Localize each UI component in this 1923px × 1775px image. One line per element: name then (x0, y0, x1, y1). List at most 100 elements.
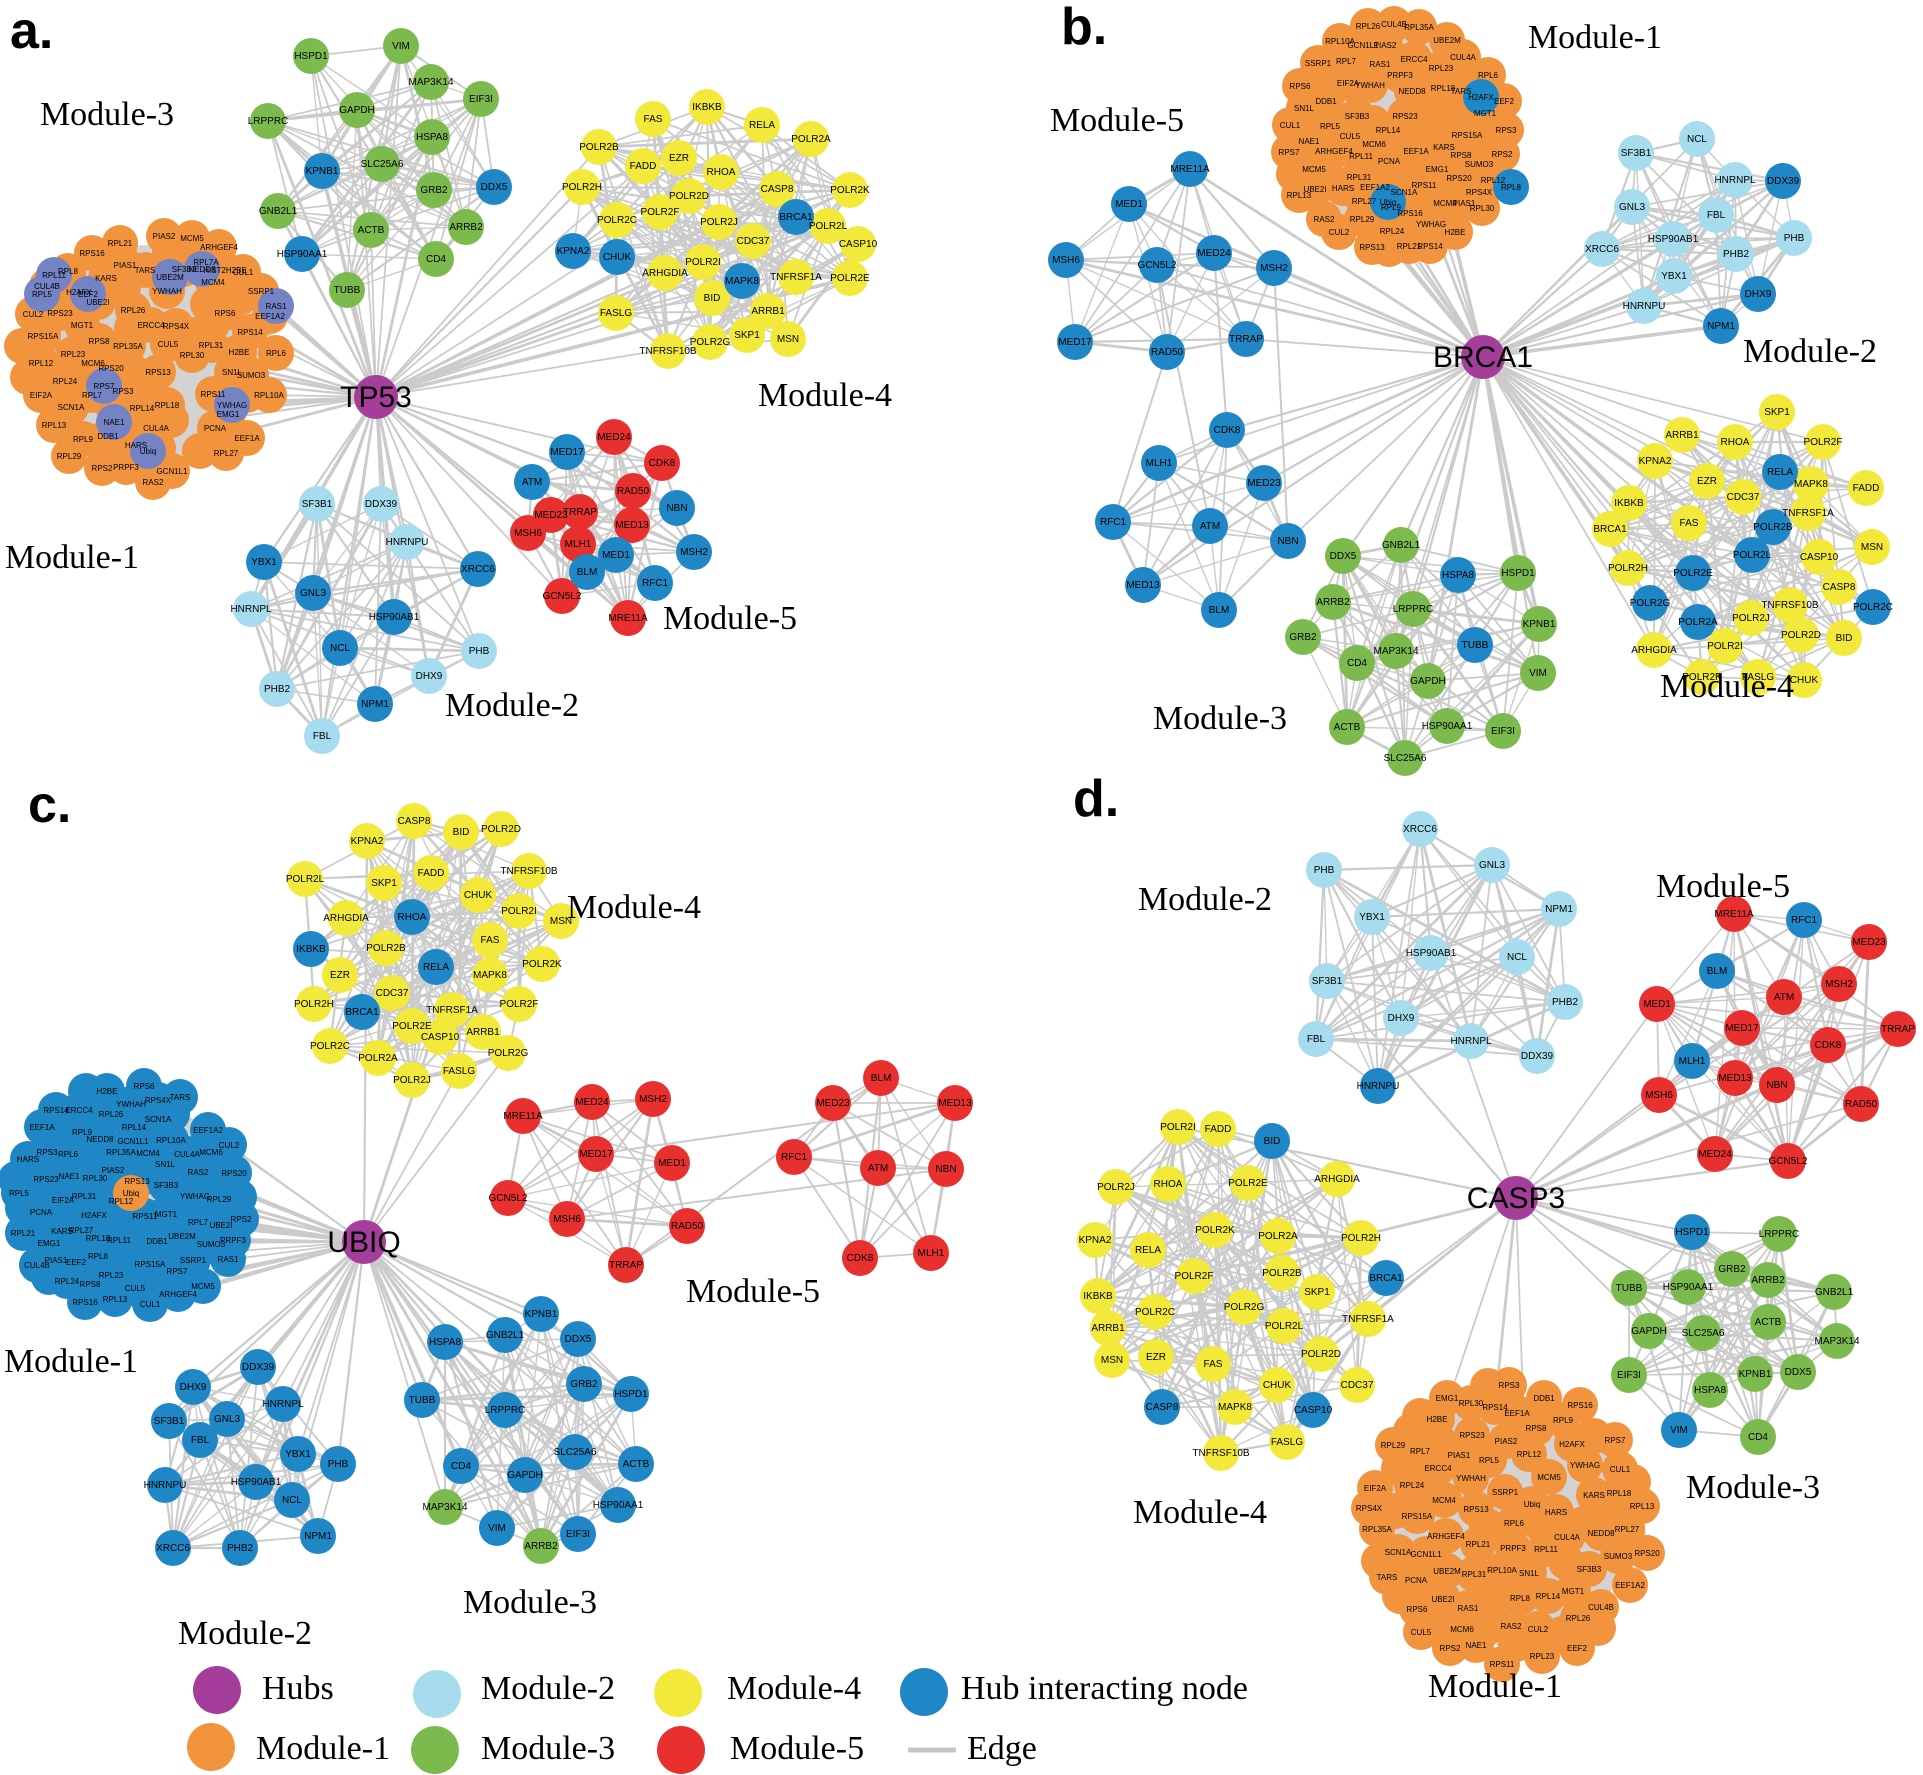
svg-text:POLR2A: POLR2A (1258, 1231, 1298, 1242)
svg-text:RPS8: RPS8 (1451, 151, 1472, 160)
svg-text:YWHAH: YWHAH (116, 1100, 146, 1109)
svg-text:ERCC4: ERCC4 (137, 321, 165, 330)
svg-text:RPS20: RPS20 (1446, 174, 1472, 183)
svg-text:POLR2J: POLR2J (393, 1075, 431, 1086)
svg-text:TUBB: TUBB (1462, 640, 1489, 651)
svg-text:Module-4: Module-4 (758, 377, 892, 414)
svg-text:MED17: MED17 (1058, 337, 1092, 348)
svg-text:Module-2: Module-2 (445, 687, 579, 724)
svg-text:MAPK8: MAPK8 (725, 276, 759, 287)
svg-text:MAP3K14: MAP3K14 (1373, 646, 1418, 657)
svg-text:TUBB: TUBB (409, 1395, 436, 1406)
svg-text:RELA: RELA (749, 120, 775, 131)
svg-text:RFC1: RFC1 (642, 578, 669, 589)
svg-text:RPL7: RPL7 (82, 391, 103, 400)
svg-text:MED13: MED13 (1718, 1073, 1752, 1084)
svg-text:Module-1: Module-1 (4, 1343, 138, 1380)
svg-text:HSPD1: HSPD1 (1675, 1227, 1709, 1238)
svg-text:Module-3: Module-3 (1686, 1469, 1820, 1506)
svg-text:DDX5: DDX5 (1330, 551, 1357, 562)
svg-text:MAP3K14: MAP3K14 (1814, 1336, 1859, 1347)
svg-text:RPS3: RPS3 (37, 1148, 58, 1157)
svg-text:PCNA: PCNA (1378, 157, 1401, 166)
svg-text:POLR2I: POLR2I (685, 257, 721, 268)
svg-text:c.: c. (28, 776, 71, 834)
svg-text:RPS8: RPS8 (89, 337, 110, 346)
svg-text:TARS: TARS (170, 1093, 191, 1102)
svg-text:RPL14: RPL14 (1376, 126, 1401, 135)
svg-text:ACTB: ACTB (358, 225, 385, 236)
svg-text:RPS20: RPS20 (98, 364, 124, 373)
svg-text:FADD: FADD (1205, 1124, 1232, 1135)
svg-text:GAPDH: GAPDH (339, 105, 375, 116)
svg-text:NEDD8: NEDD8 (188, 265, 216, 274)
svg-text:TRRAP: TRRAP (563, 507, 597, 518)
svg-text:RPS23: RPS23 (1459, 1431, 1485, 1440)
svg-text:CUL1: CUL1 (1610, 1465, 1631, 1474)
svg-text:UBE2I: UBE2I (86, 298, 109, 307)
svg-text:FADD: FADD (630, 161, 657, 172)
svg-text:ATM: ATM (868, 1163, 888, 1174)
svg-text:PIAS1: PIAS1 (45, 1256, 68, 1265)
svg-text:HSP90AA1: HSP90AA1 (1663, 1282, 1714, 1293)
svg-text:NCL: NCL (282, 1495, 302, 1506)
svg-text:POLR2A: POLR2A (791, 134, 831, 145)
svg-text:HSPA8: HSPA8 (429, 1337, 461, 1348)
svg-text:DDX39: DDX39 (365, 499, 398, 510)
svg-text:ACTB: ACTB (623, 1459, 650, 1470)
svg-text:DDX39: DDX39 (1767, 176, 1800, 187)
svg-text:MLH1: MLH1 (565, 539, 592, 550)
svg-text:UBE2I: UBE2I (209, 1221, 232, 1230)
svg-text:b.: b. (1061, 0, 1107, 56)
svg-text:GRB2: GRB2 (1718, 1264, 1746, 1275)
svg-text:SKP1: SKP1 (734, 330, 760, 341)
svg-text:BLM: BLM (1209, 605, 1230, 616)
svg-text:MCM6: MCM6 (81, 359, 105, 368)
svg-text:RPS13: RPS13 (124, 1177, 150, 1186)
svg-text:SKP1: SKP1 (371, 878, 397, 889)
svg-text:RPL10A: RPL10A (1487, 1566, 1517, 1575)
svg-text:MSH6: MSH6 (1052, 255, 1080, 266)
svg-text:MAP3K14: MAP3K14 (422, 1502, 467, 1513)
svg-text:BLM: BLM (577, 567, 598, 578)
svg-text:GCN1L1: GCN1L1 (1347, 41, 1379, 50)
svg-text:POLR2E: POLR2E (392, 1021, 432, 1032)
svg-text:POLR2L: POLR2L (809, 221, 848, 232)
svg-text:Module-4: Module-4 (727, 1670, 861, 1707)
svg-text:Module-2: Module-2 (481, 1670, 615, 1707)
svg-text:BRCA1: BRCA1 (1593, 524, 1627, 535)
svg-text:SSRP1: SSRP1 (248, 287, 275, 296)
svg-text:RPL7A: RPL7A (193, 258, 219, 267)
svg-text:RAS1: RAS1 (218, 1255, 239, 1264)
svg-text:DDB1: DDB1 (1315, 97, 1337, 106)
svg-text:RPS4X: RPS4X (1466, 188, 1493, 197)
svg-text:CASP8: CASP8 (398, 816, 431, 827)
svg-text:Hubs: Hubs (262, 1670, 334, 1707)
svg-text:PRPF3: PRPF3 (220, 1236, 246, 1245)
svg-text:CDC37: CDC37 (376, 988, 409, 999)
svg-text:TRRAP: TRRAP (609, 1260, 643, 1271)
svg-text:CD4: CD4 (426, 254, 446, 265)
svg-text:POLR2G: POLR2G (488, 1048, 529, 1059)
svg-text:SF3B3: SF3B3 (1577, 1565, 1602, 1574)
svg-text:TUBB: TUBB (334, 285, 361, 296)
svg-text:RPS11: RPS11 (133, 1212, 158, 1221)
svg-text:Hub interacting node: Hub interacting node (961, 1670, 1248, 1707)
svg-text:EZR: EZR (1697, 476, 1717, 487)
svg-text:RPL7: RPL7 (188, 1218, 209, 1227)
svg-text:ARRB2: ARRB2 (1316, 597, 1350, 608)
svg-text:POLR2L: POLR2L (286, 874, 325, 885)
svg-text:RPL30: RPL30 (1470, 204, 1495, 213)
svg-text:TNFRSF10B: TNFRSF10B (1192, 1448, 1250, 1459)
svg-text:NEDD8: NEDD8 (1398, 87, 1426, 96)
svg-text:Module-1: Module-1 (256, 1730, 390, 1767)
svg-text:POLR2J: POLR2J (1097, 1182, 1135, 1193)
svg-text:RPL11: RPL11 (107, 1236, 131, 1245)
svg-text:RPL6: RPL6 (1504, 1519, 1525, 1528)
svg-text:CASP8: CASP8 (1146, 1402, 1179, 1413)
svg-text:RPS2: RPS2 (1492, 150, 1513, 159)
svg-text:CASP8: CASP8 (1823, 582, 1856, 593)
svg-text:EIF2A: EIF2A (52, 1196, 75, 1205)
svg-text:RPL12: RPL12 (1517, 1450, 1542, 1459)
svg-text:NPM1: NPM1 (1707, 321, 1735, 332)
